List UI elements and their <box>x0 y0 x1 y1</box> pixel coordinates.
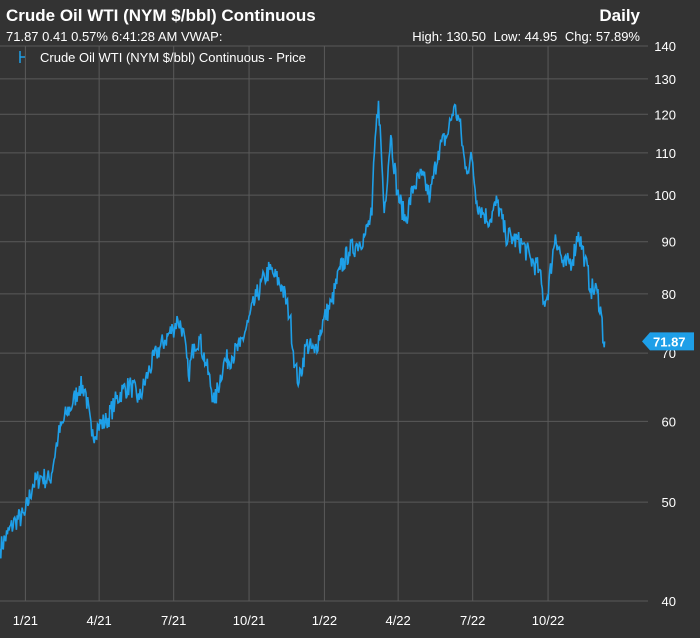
quote-summary: 71.87 0.41 0.57% 6:41:28 AM VWAP: <box>6 29 222 44</box>
y-tick-label: 110 <box>655 146 676 161</box>
y-tick-label: 90 <box>662 235 676 250</box>
x-tick-label: 4/21 <box>86 613 111 628</box>
last-price-badge-label: 71.87 <box>653 334 686 349</box>
legend-series-icon <box>19 51 25 63</box>
range-summary: High: 130.50 Low: 44.95 Chg: 57.89% <box>408 29 640 44</box>
last-price-badge-shape <box>642 332 694 351</box>
low-value: Low: 44.95 <box>493 29 558 44</box>
y-tick-label: 140 <box>654 39 676 54</box>
x-tick-label: 10/22 <box>532 613 565 628</box>
chart-title: Crude Oil WTI (NYM $/bbl) Continuous <box>6 6 316 25</box>
chart-legend: Crude Oil WTI (NYM $/bbl) Continuous - P… <box>19 50 306 65</box>
price-series-line <box>0 100 606 559</box>
quote-row: 71.87 0.41 0.57% 6:41:28 AM VWAP: High: … <box>6 29 640 47</box>
y-tick-label: 40 <box>662 594 676 609</box>
x-axis-ticks: 1/21 4/21 7/21 10/21 1/22 4/22 7/22 10/22 <box>13 613 565 628</box>
legend-label: Crude Oil WTI (NYM $/bbl) Continuous - P… <box>40 50 306 65</box>
title-row: Crude Oil WTI (NYM $/bbl) Continuous Dai… <box>6 6 640 28</box>
last-price: 71.87 <box>6 29 39 44</box>
x-tick-label: 1/21 <box>13 613 38 628</box>
y-tick-label: 120 <box>654 107 676 122</box>
y-tick-label: 80 <box>662 287 676 302</box>
y-tick-label: 130 <box>654 72 676 87</box>
price-change-pct: 0.57% <box>71 29 108 44</box>
y-tick-label: 100 <box>654 188 676 203</box>
x-tick-label: 1/22 <box>312 613 337 628</box>
interval-label[interactable]: Daily <box>599 6 640 25</box>
y-tick-label: 50 <box>662 495 676 510</box>
vwap-label: VWAP: <box>181 29 223 44</box>
price-change: 0.41 <box>42 29 68 44</box>
chg-value: Chg: 57.89% <box>564 29 640 44</box>
grid-lines <box>0 45 648 602</box>
x-tick-label: 4/22 <box>385 613 410 628</box>
quote-time: 6:41:28 AM <box>111 29 178 44</box>
y-tick-label: 60 <box>662 414 676 429</box>
x-tick-label: 7/22 <box>460 613 485 628</box>
high-value: High: 130.50 <box>412 29 486 44</box>
x-tick-label: 10/21 <box>233 613 266 628</box>
x-tick-label: 7/21 <box>161 613 186 628</box>
last-price-badge: 71.87 <box>642 332 694 351</box>
